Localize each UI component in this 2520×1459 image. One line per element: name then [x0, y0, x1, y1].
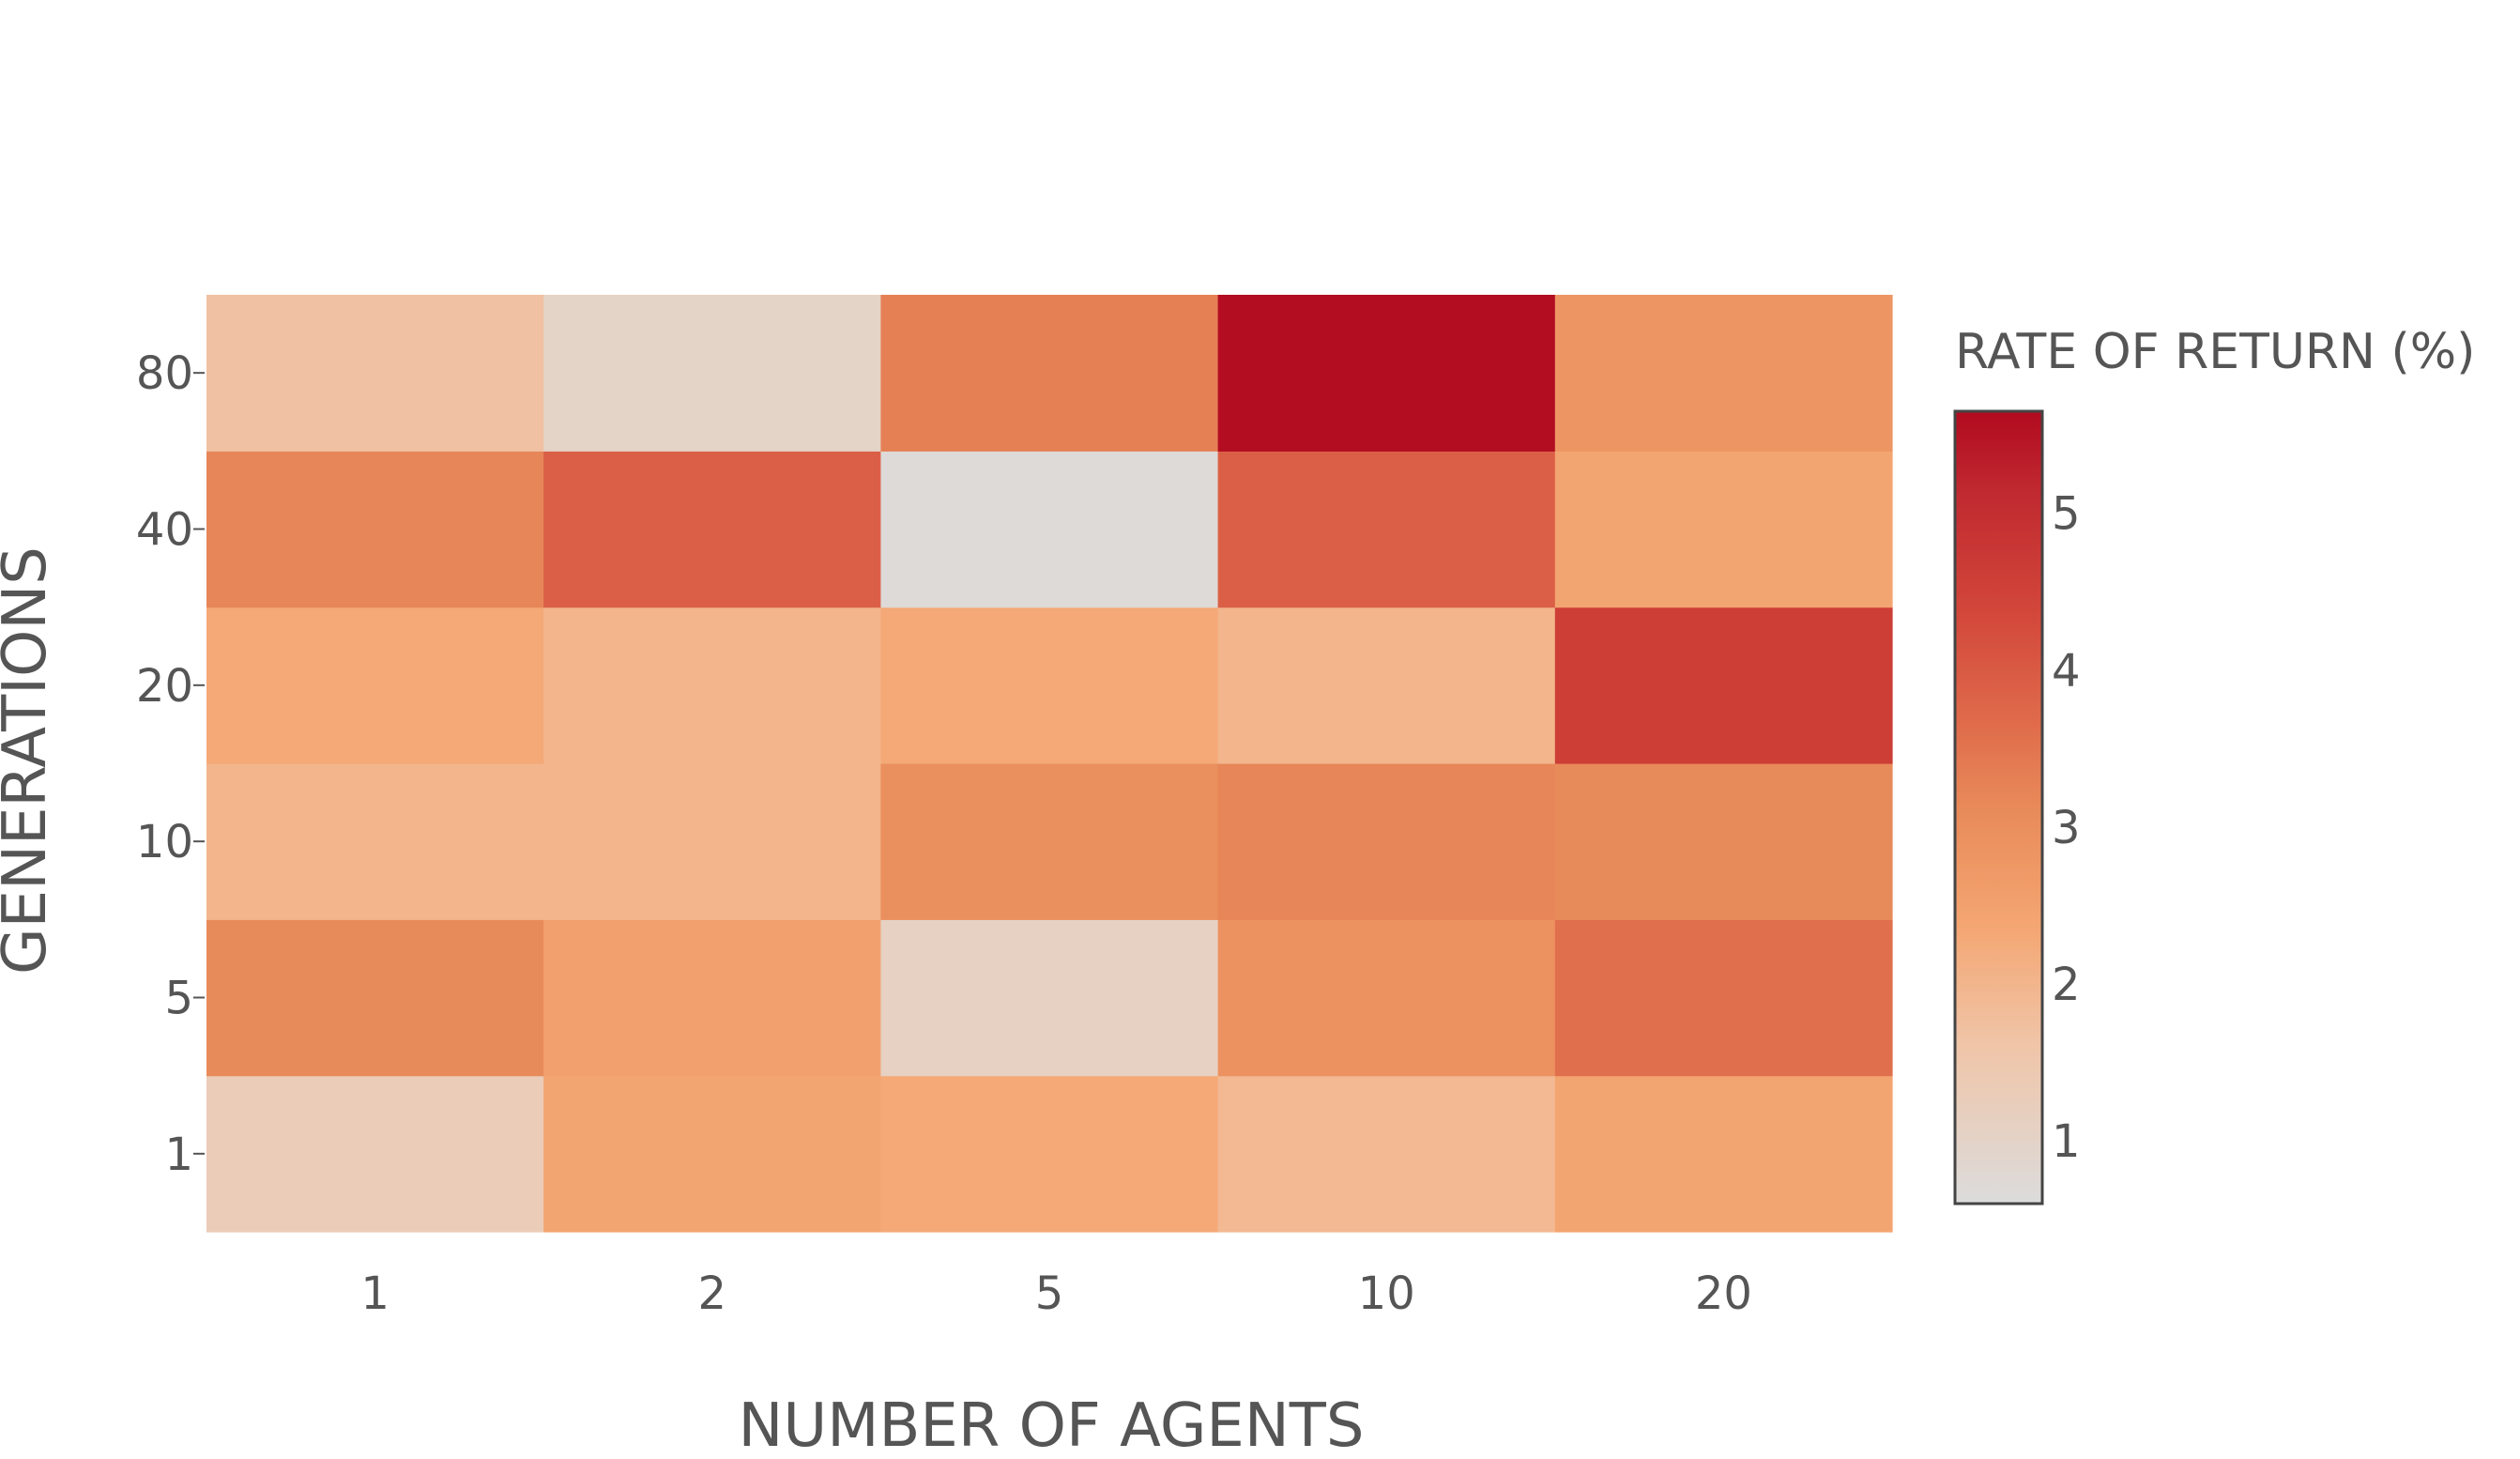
x-tick-label: 10 [1358, 1267, 1415, 1320]
heatmap-cell [1218, 295, 1556, 452]
y-tick-label: 80 [136, 347, 193, 400]
x-tick-label: 5 [1035, 1267, 1064, 1320]
heatmap-cell [206, 451, 544, 607]
colorbar-tick-label: 5 [2052, 488, 2081, 541]
heatmap-cell [880, 1076, 1218, 1233]
colorbar: RATE OF RETURN (%) 1 2 3 4 5 [1955, 324, 2475, 1204]
y-tick-label: 5 [164, 973, 193, 1025]
heatmap-cell [1218, 763, 1556, 920]
heatmap-cell [543, 451, 881, 607]
x-axis-ticks: 1 2 5 10 20 [360, 1267, 1752, 1320]
y-tick-label: 40 [136, 504, 193, 557]
heatmap-cell [880, 607, 1218, 764]
colorbar-tick-label: 1 [2052, 1115, 2081, 1168]
x-tick-label: 20 [1695, 1267, 1752, 1320]
y-axis-ticks: 1 5 10 20 40 80 [136, 347, 205, 1181]
y-tick-label: 20 [136, 660, 193, 713]
heatmap-cell [1555, 607, 1893, 764]
heatmap-cell [1555, 295, 1893, 452]
heatmap-cell [1218, 1076, 1556, 1233]
heatmap-cell [1218, 451, 1556, 607]
colorbar-gradient [1955, 411, 2042, 1204]
heatmap-cell [206, 919, 544, 1076]
x-tick-label: 2 [698, 1267, 727, 1320]
heatmap-cell [1218, 919, 1556, 1076]
heatmap-cell [206, 295, 544, 452]
heatmap-cell [543, 763, 881, 920]
heatmap-cell [543, 919, 881, 1076]
heatmap-cell [880, 295, 1218, 452]
colorbar-tick-label: 4 [2052, 645, 2081, 698]
colorbar-tick-label: 2 [2052, 959, 2081, 1011]
x-axis-title: NUMBER OF AGENTS [739, 1391, 1365, 1459]
heatmap-cell [543, 1076, 881, 1233]
heatmap-cell [1218, 607, 1556, 764]
heatmap-cell [543, 607, 881, 764]
y-axis-title: GENERATIONS [0, 546, 60, 975]
heatmap-cell [1555, 451, 1893, 607]
heatmap-cell [206, 763, 544, 920]
heatmap-cell [206, 1076, 544, 1233]
heatmap-cell [1555, 1076, 1893, 1233]
colorbar-title: RATE OF RETURN (%) [1955, 324, 2475, 380]
x-tick-label: 1 [360, 1267, 389, 1320]
y-tick-label: 10 [136, 816, 193, 868]
colorbar-tick-label: 3 [2052, 802, 2081, 854]
heatmap-cell [880, 763, 1218, 920]
heatmap-cell [206, 607, 544, 764]
heatmap-cell [880, 919, 1218, 1076]
heatmap-cell [1555, 919, 1893, 1076]
heatmap-cells [206, 295, 1893, 1233]
heatmap-cell [880, 451, 1218, 607]
y-tick-label: 1 [164, 1129, 193, 1181]
colorbar-ticks: 1 2 3 4 5 [2052, 488, 2081, 1169]
heatmap-cell [543, 295, 881, 452]
heatmap-cell [1555, 763, 1893, 920]
